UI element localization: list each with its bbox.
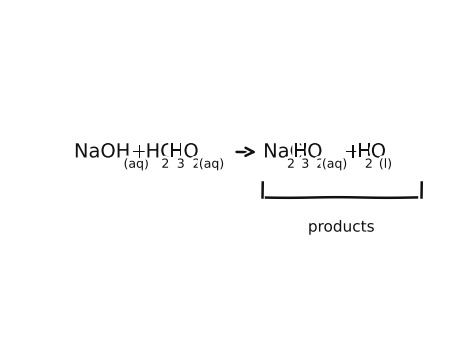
Text: 2: 2 bbox=[317, 158, 324, 171]
Text: NaC: NaC bbox=[263, 142, 303, 162]
Text: +: + bbox=[344, 142, 362, 162]
Text: H: H bbox=[357, 142, 371, 162]
Text: 2: 2 bbox=[161, 158, 169, 171]
Text: 3: 3 bbox=[301, 158, 309, 171]
Text: (aq): (aq) bbox=[322, 158, 347, 171]
Text: (aq): (aq) bbox=[199, 158, 224, 171]
Text: 3: 3 bbox=[177, 158, 185, 171]
Text: +: + bbox=[131, 142, 148, 162]
Text: H: H bbox=[169, 142, 183, 162]
Text: O: O bbox=[307, 142, 323, 162]
Text: (l): (l) bbox=[379, 158, 392, 171]
Text: 2: 2 bbox=[192, 158, 201, 171]
Text: (aq): (aq) bbox=[124, 158, 149, 171]
Text: O: O bbox=[371, 142, 386, 162]
Text: products: products bbox=[308, 220, 375, 235]
Text: H: H bbox=[293, 142, 308, 162]
Text: 2: 2 bbox=[287, 158, 295, 171]
Text: O: O bbox=[183, 142, 199, 162]
Text: NaOH: NaOH bbox=[74, 142, 130, 162]
Text: HC: HC bbox=[146, 142, 173, 162]
Text: 2: 2 bbox=[365, 158, 373, 171]
